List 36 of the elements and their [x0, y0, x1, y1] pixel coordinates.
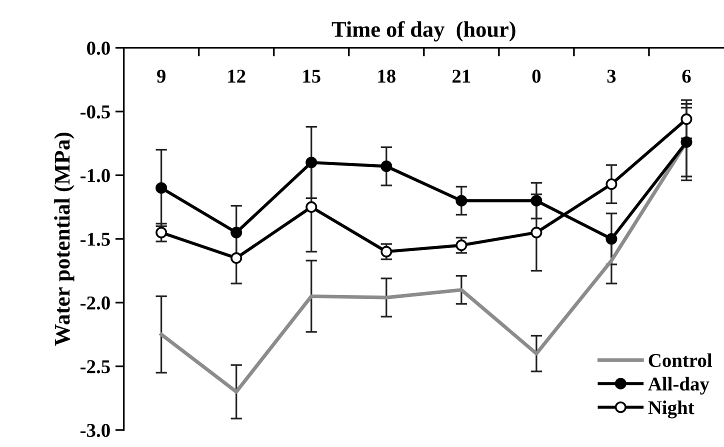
point	[230, 252, 242, 264]
x-tick-label: 12	[228, 70, 246, 83]
point	[156, 182, 168, 194]
point	[530, 194, 542, 206]
x-tick-label: 0	[532, 70, 541, 83]
x-tick-label: 6	[682, 70, 691, 83]
legend-label: Control	[648, 353, 712, 368]
point	[230, 226, 242, 238]
point	[606, 178, 618, 190]
x-tick-label: 21	[452, 70, 470, 83]
y-axis-title: Water potential (MPa)	[54, 132, 74, 346]
y-tick-label: -1.5	[80, 232, 110, 246]
y-tick-label: -2.0	[80, 296, 110, 310]
point	[306, 201, 318, 213]
x-tick-label: 3	[607, 70, 616, 83]
point	[380, 160, 392, 172]
point	[156, 226, 168, 238]
y-tick-label: -2.5	[80, 360, 110, 374]
y-tick-label: -3.0	[80, 424, 110, 438]
point	[306, 156, 318, 168]
point	[680, 136, 692, 148]
x-axis-title: Time of day (hour)	[332, 21, 516, 42]
point	[680, 113, 692, 125]
point	[456, 240, 468, 252]
point	[530, 226, 542, 238]
x-tick-label: 15	[303, 70, 320, 83]
legend-label: All-day	[648, 376, 710, 395]
y-tick-label: -1.0	[80, 169, 110, 182]
point	[456, 194, 468, 206]
point	[606, 233, 618, 245]
point	[380, 246, 392, 258]
y-tick-label: -0.5	[80, 105, 110, 119]
y-tick-label: 0.0	[87, 42, 110, 55]
legend-label: Night	[648, 400, 694, 418]
x-tick-label: 9	[156, 70, 166, 83]
x-tick-label: 18	[378, 70, 396, 83]
